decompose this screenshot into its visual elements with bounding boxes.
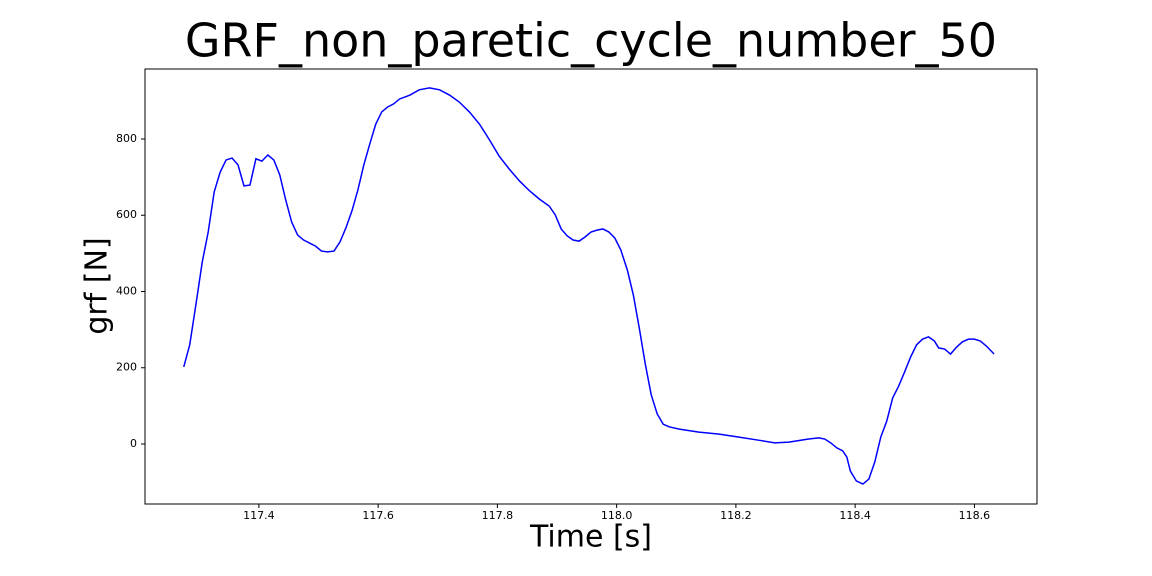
- chart-title: GRF_non_paretic_cycle_number_50: [185, 14, 997, 68]
- x-tick-label: 118.0: [601, 509, 633, 522]
- data-line: [183, 87, 995, 485]
- x-axis-label: Time [s]: [529, 520, 652, 555]
- y-tick-label: 600: [116, 208, 137, 221]
- y-tick-label: 200: [116, 361, 137, 374]
- x-tick-label: 118.6: [959, 509, 991, 522]
- y-axis-label: grf [N]: [80, 237, 115, 334]
- y-tick-label: 0: [130, 437, 137, 450]
- x-tick-label: 118.2: [720, 509, 752, 522]
- x-tick-label: 117.6: [362, 509, 394, 522]
- y-tick-label: 400: [116, 284, 137, 297]
- x-tick-label: 117.8: [482, 509, 514, 522]
- plot-frame: [144, 68, 1038, 505]
- x-tick-label: 117.4: [243, 509, 275, 522]
- y-tick-label: 800: [116, 132, 137, 145]
- x-tick-label: 118.4: [839, 509, 871, 522]
